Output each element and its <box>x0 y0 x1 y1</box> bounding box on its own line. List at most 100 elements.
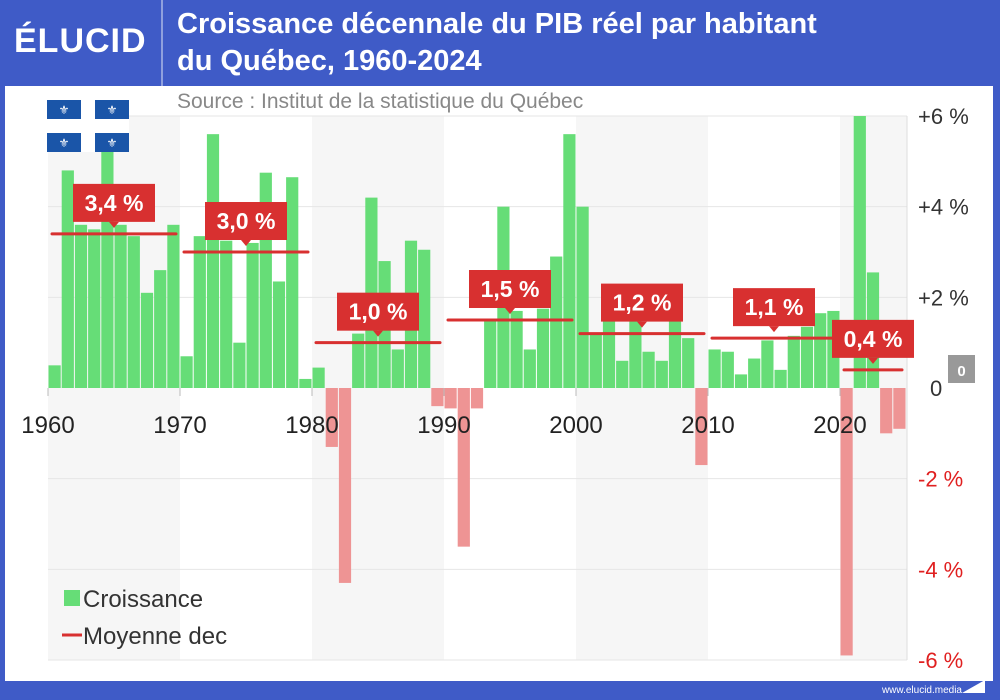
bar-1989 <box>431 388 444 407</box>
x-tick-label: 2020 <box>813 412 866 439</box>
zero-badge <box>948 355 975 383</box>
legend-label-croissance: Croissance <box>83 586 203 613</box>
bar-2000 <box>576 206 589 388</box>
average-label-pointer <box>373 330 383 337</box>
average-label: 3,4 % <box>85 190 144 216</box>
bar-1982 <box>338 388 352 583</box>
bar-1999 <box>563 134 576 388</box>
average-label: 0,4 % <box>844 326 903 352</box>
bar-2008 <box>682 338 695 388</box>
bar-1969 <box>167 224 180 388</box>
x-tick-label: 2000 <box>549 412 602 439</box>
bar-2014 <box>761 340 774 388</box>
average-label-pointer <box>505 308 515 315</box>
bar-1961 <box>61 170 74 388</box>
bar-1966 <box>127 236 140 388</box>
x-tick-label: 1960 <box>21 412 74 439</box>
average-label-pointer <box>637 321 647 328</box>
bar-2015 <box>774 369 787 388</box>
average-label-box <box>601 283 683 322</box>
x-tick-label: 1980 <box>285 412 338 439</box>
bar-1979 <box>299 378 312 388</box>
legend-label-moyenne: Moyenne dec <box>83 623 227 650</box>
quebec-flag-icon: ⚜ ⚜ ⚜ ⚜ <box>47 100 129 152</box>
svg-text:⚜: ⚜ <box>59 103 70 117</box>
average-label-box <box>337 292 419 331</box>
average-label-box <box>469 270 551 309</box>
bar-1962 <box>74 224 88 388</box>
x-tick-label: 2010 <box>681 412 734 439</box>
average-label: 1,2 % <box>613 290 672 316</box>
x-tick-label: 1990 <box>417 412 470 439</box>
bar-1967 <box>140 292 154 388</box>
title-line-2: du Québec, 1960-2024 <box>177 45 482 77</box>
bar-1980 <box>312 367 325 388</box>
bar-1973 <box>220 240 233 388</box>
bar-1986 <box>391 349 404 388</box>
bar-2010 <box>708 349 721 388</box>
bar-1970 <box>180 356 193 388</box>
bar-2001 <box>589 333 602 388</box>
average-label-box <box>205 202 287 241</box>
elucid-mark-icon <box>962 680 985 693</box>
bar-1972 <box>206 134 220 388</box>
y-tick-label: +4 % <box>918 195 969 220</box>
bar-1968 <box>154 270 167 388</box>
source-note: Source : Institut de la statistique du Q… <box>177 90 584 113</box>
bar-1971 <box>193 236 206 388</box>
y-tick-label: +6 % <box>918 104 969 129</box>
y-tick-label: -2 % <box>918 467 963 492</box>
y-tick-label: 0 <box>930 376 942 401</box>
average-label-box <box>73 183 155 222</box>
average-label-pointer <box>769 326 779 333</box>
bar-1983 <box>352 333 365 388</box>
bar-1990 <box>444 388 457 409</box>
chart-title: Croissance décennale du PIB réel par hab… <box>177 6 817 80</box>
bar-2017 <box>800 326 814 388</box>
y-tick-label: -6 % <box>918 648 963 673</box>
bar-2004 <box>629 320 642 388</box>
bar-2009 <box>695 388 708 466</box>
bar-1992 <box>470 388 484 409</box>
bar-1991 <box>457 388 470 547</box>
bar-1997 <box>536 308 550 388</box>
bar-1981 <box>325 388 338 447</box>
average-label-box <box>733 288 815 327</box>
bar-2018 <box>814 313 827 388</box>
bar-1960 <box>48 365 61 388</box>
bar-2013 <box>748 358 761 388</box>
bar-1996 <box>523 349 536 388</box>
bar-1974 <box>233 342 246 388</box>
average-label-pointer <box>868 357 878 364</box>
average-label-pointer <box>241 240 251 247</box>
bar-1993 <box>484 320 497 388</box>
bar-1975 <box>246 242 259 388</box>
bar-2020 <box>840 388 853 656</box>
header-divider <box>161 0 163 86</box>
bar-1988 <box>418 249 431 388</box>
bar-1978 <box>286 177 299 388</box>
bar-2023 <box>880 388 893 434</box>
bar-2007 <box>668 320 682 388</box>
bar-1977 <box>272 281 286 388</box>
zero-badge-label: 0 <box>957 363 965 380</box>
bar-2003 <box>616 360 629 388</box>
svg-text:⚜: ⚜ <box>59 136 70 150</box>
bar-2024 <box>893 388 906 429</box>
bar-2006 <box>655 360 668 388</box>
bar-2011 <box>721 351 734 388</box>
x-tick-label: 1970 <box>153 412 206 439</box>
y-tick-label: +2 % <box>918 285 969 310</box>
average-label-pointer <box>109 221 119 228</box>
bar-2016 <box>787 335 800 388</box>
average-label: 1,5 % <box>481 276 540 302</box>
bar-1963 <box>88 229 101 388</box>
svg-text:⚜: ⚜ <box>107 136 118 150</box>
elucid-logo: ÉLUCID <box>14 22 147 60</box>
bar-1964 <box>101 147 114 388</box>
svg-text:⚜: ⚜ <box>107 103 118 117</box>
average-label-box <box>832 319 914 358</box>
title-line-1: Croissance décennale du PIB réel par hab… <box>177 8 817 40</box>
y-tick-label: -4 % <box>918 557 963 582</box>
